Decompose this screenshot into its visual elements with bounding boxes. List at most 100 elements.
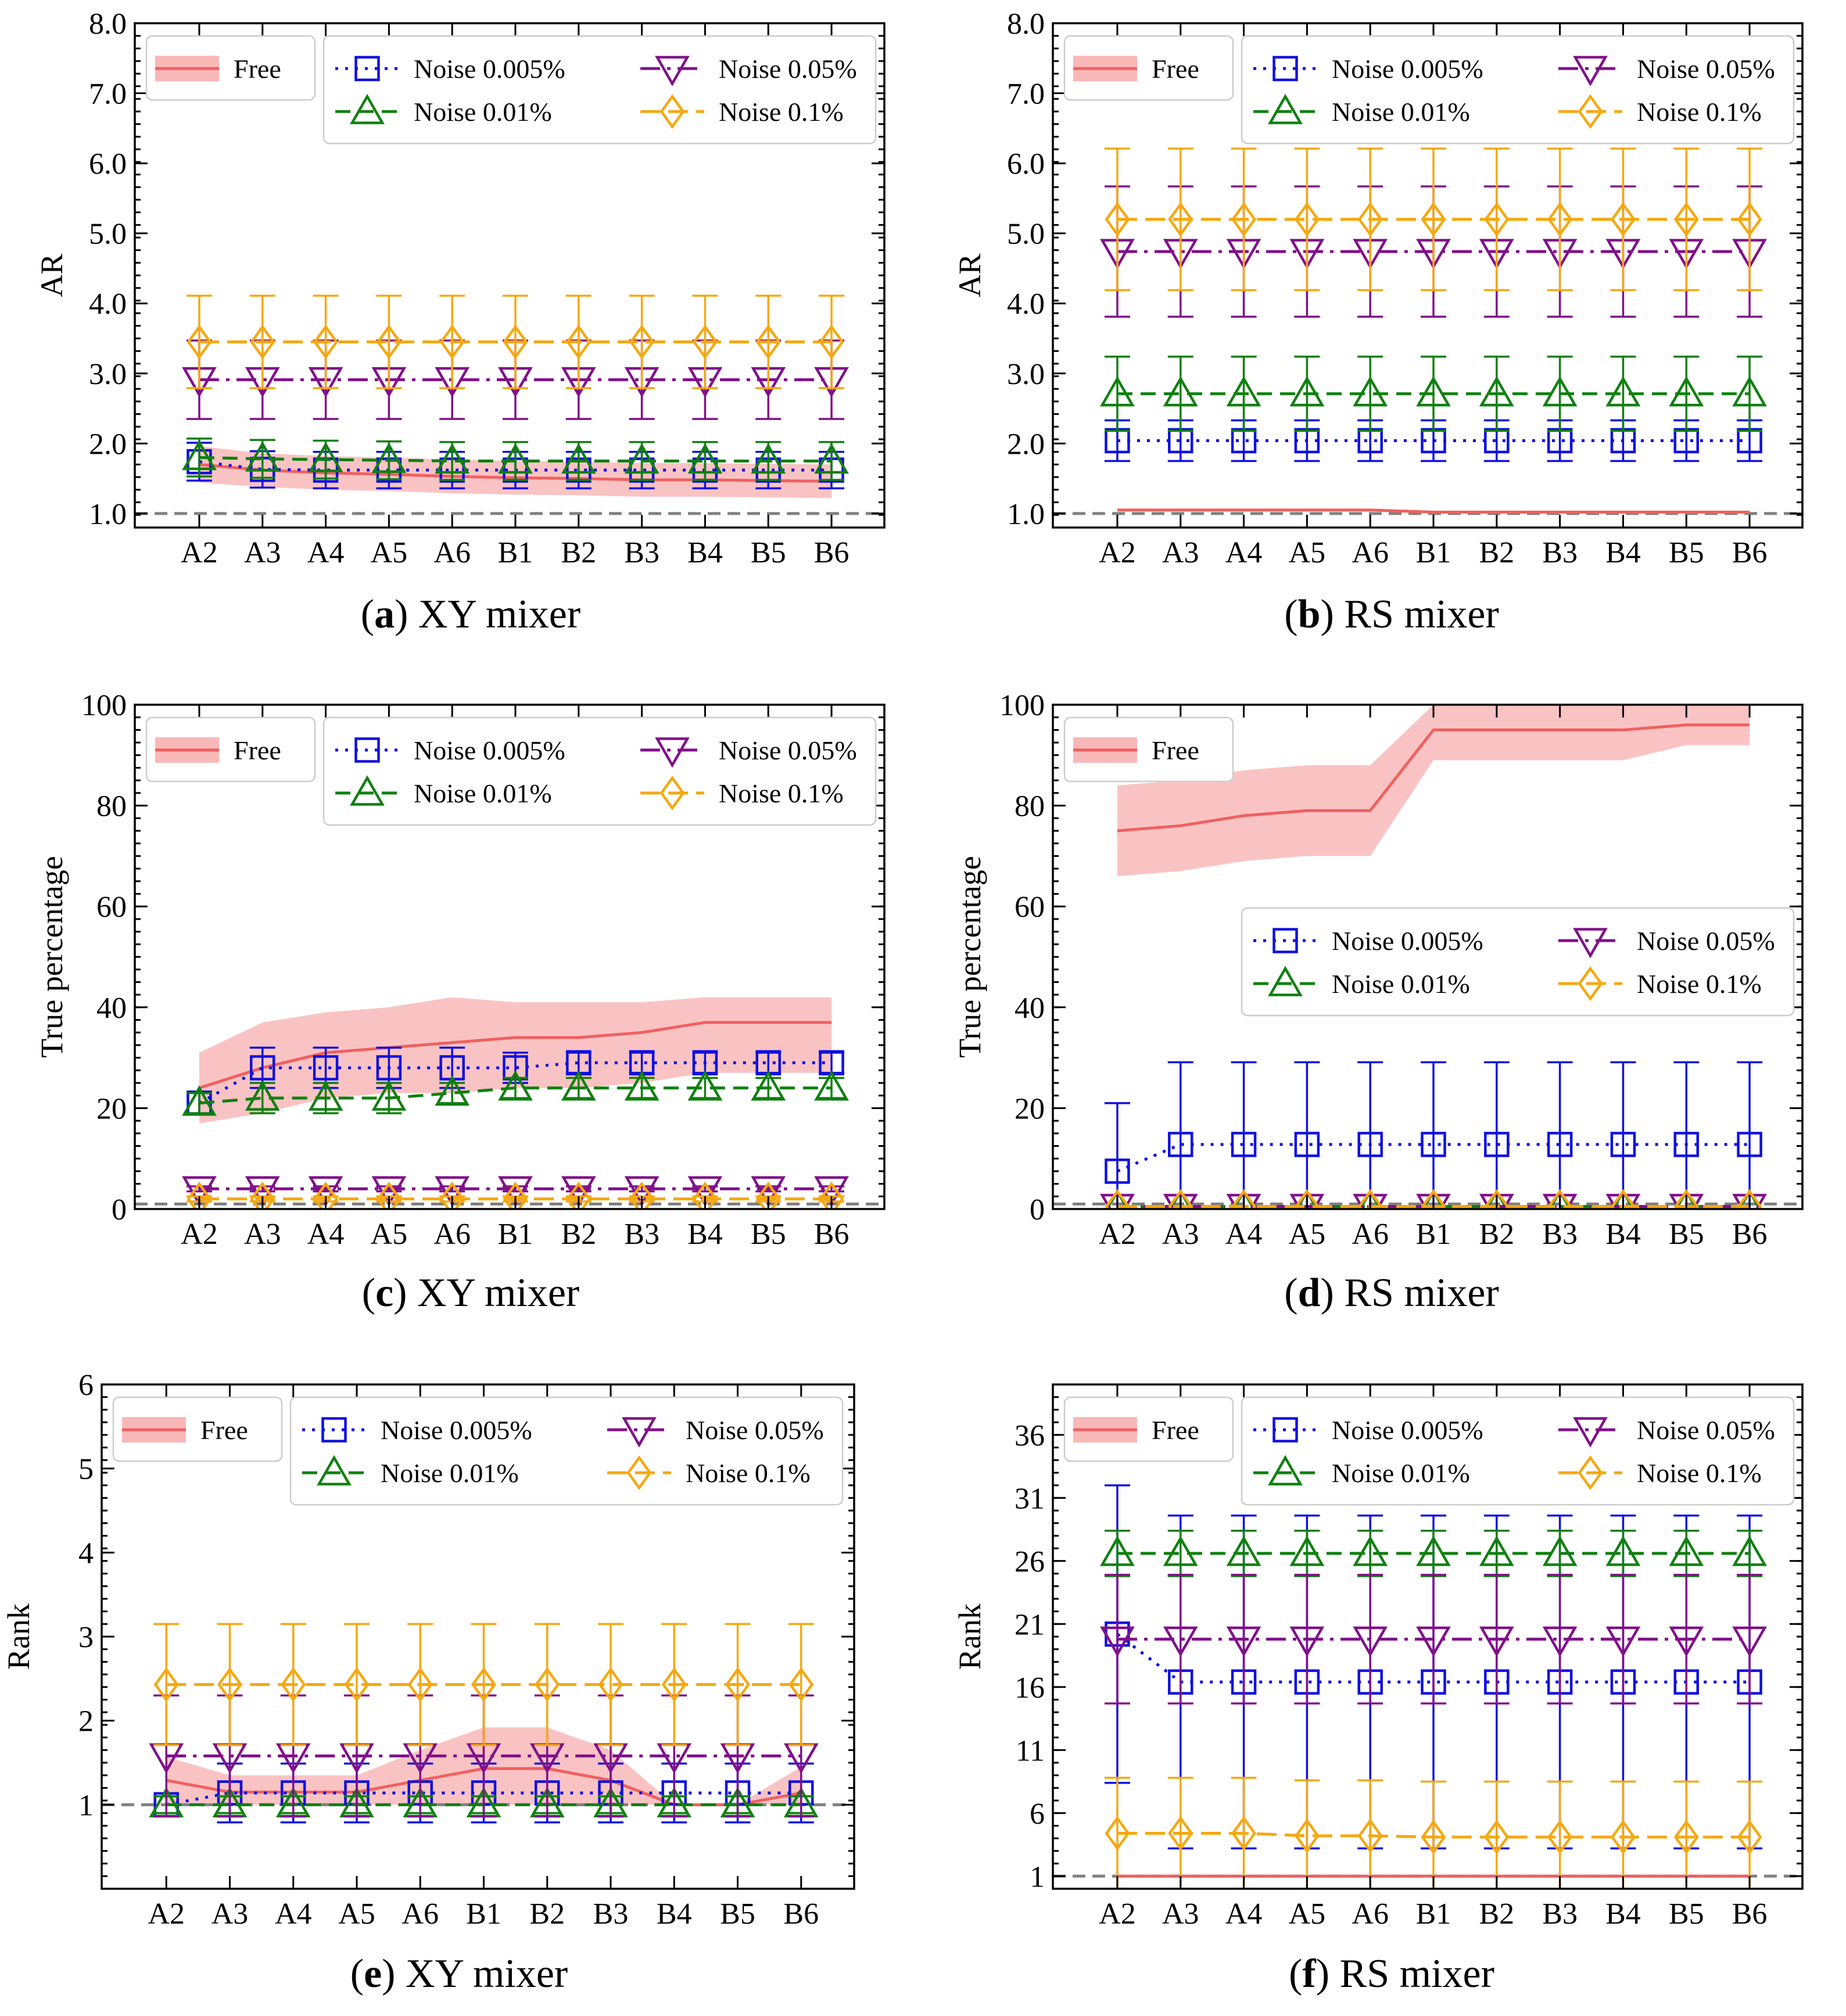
legend-n005-marker-c — [655, 737, 690, 768]
point-n0005-d-7 — [1547, 1132, 1573, 1157]
point-n001-a-2 — [308, 442, 343, 472]
plot-area-a — [135, 295, 884, 515]
legend-free-label-d: Free — [1152, 736, 1199, 765]
ytick-label-e-5: 6 — [78, 1369, 94, 1402]
point-n005-f-6 — [1479, 1626, 1514, 1657]
point-n005-c-3 — [371, 1176, 407, 1207]
legend-n0005-marker-b — [1273, 56, 1298, 81]
xtick-label-d-8: B4 — [1605, 1218, 1641, 1251]
xtick-label-f-2: A4 — [1225, 1897, 1263, 1931]
point-n01-a-8 — [692, 324, 718, 360]
ylabel-e: Rank — [1, 1604, 36, 1670]
point-n01-b-7 — [1547, 202, 1573, 237]
point-n01-b-8 — [1610, 202, 1636, 237]
point-n01-e-5 — [471, 1667, 496, 1702]
legend-n001-marker-a — [350, 94, 385, 124]
series-n001-f — [1100, 1529, 1767, 1577]
point-n001-b-9 — [1669, 376, 1704, 407]
point-n001-c-10 — [814, 1070, 849, 1101]
series-n01-e — [153, 1623, 814, 1746]
caption-e: (e) XY mixer — [350, 1952, 568, 1996]
legend-c: Free Noise 0.005% Noise 0.01% Noise 0.05% No… — [145, 716, 877, 826]
series-n001-a — [182, 437, 849, 481]
ytick-label-f-2: 11 — [1016, 1734, 1045, 1767]
caption-f: (f) RS mixer — [1289, 1952, 1494, 1996]
xtick-label-e-1: A3 — [212, 1897, 249, 1931]
point-n005-c-4 — [435, 1176, 470, 1207]
xtick-label-c-1: A3 — [244, 1218, 281, 1251]
xtick-label-e-2: A4 — [275, 1897, 312, 1931]
xtick-label-e-3: A5 — [338, 1897, 375, 1931]
caption-letter-e: e — [364, 1952, 382, 1996]
legend-n01-marker-f — [1578, 1455, 1603, 1490]
legend-f: Free Noise 0.005% Noise 0.01% Noise 0.05% No… — [1063, 1396, 1795, 1506]
legend-n01-label-b: Noise 0.1% — [1637, 97, 1762, 127]
ytick-label-a-4: 5.0 — [89, 218, 127, 251]
free-line-c — [199, 1021, 832, 1090]
point-n001-a-8 — [687, 443, 723, 474]
ytick-label-c-1: 20 — [96, 1092, 127, 1125]
legend-n0005-label-f: Noise 0.005% — [1332, 1415, 1483, 1445]
point-n001-d-6 — [1485, 1189, 1508, 1209]
point-n005-f-8 — [1605, 1626, 1641, 1657]
point-n001-a-9 — [751, 443, 786, 474]
point-n01-d-6 — [1484, 1189, 1510, 1209]
point-n01-a-6 — [566, 324, 592, 360]
ytick-label-c-4: 80 — [96, 790, 127, 823]
point-n001-c-5 — [498, 1070, 533, 1101]
series-n01-f — [1104, 1777, 1763, 1889]
legend-noise-box-a — [322, 35, 877, 145]
point-n005-f-2 — [1226, 1626, 1261, 1657]
point-n0005-d-9 — [1673, 1132, 1699, 1157]
legend-n001-label-f: Noise 0.01% — [1332, 1458, 1470, 1488]
point-n01-f-6 — [1484, 1820, 1510, 1854]
legend-d: Free Noise 0.005% Noise 0.01% Noise 0.05% No… — [1063, 716, 1795, 1017]
legend-free-label-e: Free — [200, 1415, 248, 1445]
caption-paren-open-c: ( — [362, 1271, 375, 1315]
caption-paren-open-b: ( — [1284, 592, 1297, 637]
ytick-label-c-5: 100 — [81, 689, 127, 722]
free-band-d — [1117, 705, 1750, 877]
point-n001-a-0 — [182, 439, 217, 471]
point-n01-a-7 — [629, 324, 655, 360]
point-n001-f-2 — [1226, 1536, 1261, 1566]
xtick-label-c-3: A5 — [371, 1218, 408, 1251]
point-n01-e-2 — [281, 1667, 306, 1702]
series-n005-c — [182, 1176, 849, 1207]
point-n01-e-3 — [344, 1667, 370, 1702]
point-n001-b-3 — [1289, 376, 1325, 407]
point-n01-d-2 — [1231, 1189, 1257, 1209]
series-n001-b — [1100, 356, 1767, 432]
point-n0005-d-2 — [1231, 1132, 1257, 1157]
point-n005-c-2 — [308, 1176, 343, 1207]
plot-area-b — [1053, 148, 1802, 515]
legend-n01-marker-b — [1578, 94, 1603, 129]
point-n01-e-8 — [661, 1667, 687, 1702]
legend-n01-marker-d — [1578, 966, 1603, 1001]
xtick-label-d-3: A5 — [1289, 1218, 1326, 1251]
ytick-label-d-4: 80 — [1015, 790, 1045, 823]
free-line-d — [1117, 723, 1750, 833]
xtick-label-d-0: A2 — [1099, 1218, 1136, 1251]
xtick-label-f-9: B5 — [1669, 1897, 1704, 1931]
point-n005-c-9 — [751, 1176, 786, 1207]
point-n005-f-10 — [1732, 1626, 1767, 1657]
legend-n0005-marker-e — [321, 1417, 347, 1443]
xtick-label-b-5: B1 — [1416, 536, 1451, 569]
point-n005-c-1 — [245, 1176, 280, 1207]
ytick-label-a-3: 4.0 — [89, 288, 127, 321]
point-n001-d-1 — [1168, 1189, 1192, 1209]
xtick-label-f-1: A3 — [1162, 1897, 1199, 1931]
point-n01-e-6 — [535, 1667, 560, 1702]
xtick-label-a-8: B4 — [687, 536, 723, 569]
legend-n0005-marker-f — [1273, 1417, 1298, 1443]
point-n005-c-0 — [182, 1176, 217, 1207]
legend-n001-label-e: Noise 0.01% — [381, 1458, 519, 1488]
point-n001-b-10 — [1732, 376, 1767, 407]
legend-free-label-f: Free — [1152, 1415, 1199, 1445]
chart-b: 1.0 2.0 3.0 4.0 5.0 6.0 7.0 8.0 A2 A3 A4 A5 A6 B1 B2 B3… — [952, 8, 1804, 637]
xtick-label-e-6: B2 — [529, 1897, 565, 1931]
point-n01-d-9 — [1673, 1189, 1699, 1209]
legend-n001-label-d: Noise 0.01% — [1332, 969, 1470, 999]
